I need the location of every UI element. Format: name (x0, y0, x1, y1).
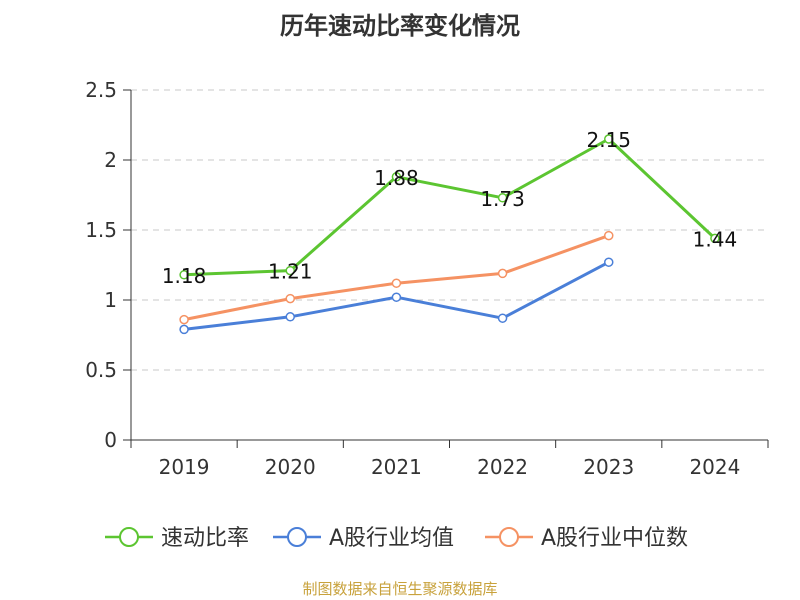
series-1-point (285, 312, 295, 322)
axes: 0 0.5 1 1.5 2 2.5 2019 2020 2021 2022 2023 2024 (85, 78, 769, 479)
legend-label: A股行业均值 (329, 526, 454, 551)
y-tick-label: 0.5 (85, 358, 117, 382)
y-tick-label: 1 (104, 288, 117, 312)
data-labels: 1.18 1.21 1.88 1.73 2.15 1.44 (162, 128, 737, 288)
legend-item-1[interactable]: A股行业均值 (273, 526, 454, 551)
source-note: 制图数据来自恒生聚源数据库 (302, 580, 498, 598)
x-tick-label: 2019 (159, 455, 210, 479)
chart-title: 历年速动比率变化情况 (280, 12, 520, 40)
legend-marker-icon (287, 527, 307, 547)
series-0-point (391, 172, 402, 182)
series-0-point (497, 193, 508, 203)
series-0-point (179, 270, 189, 280)
legend-item-0[interactable]: 速动比率 (105, 526, 249, 551)
y-tick-label: 2.5 (85, 78, 117, 102)
series-0-point (604, 134, 614, 144)
data-label: 1.18 (162, 264, 207, 288)
x-tick-label: 2024 (689, 455, 740, 479)
data-label: 1.73 (480, 187, 525, 211)
data-label: 1.21 (268, 260, 313, 284)
legend-item-2[interactable]: A股行业中位数 (485, 526, 688, 551)
data-label: 1.44 (693, 227, 738, 251)
legend-label: 速动比率 (161, 526, 249, 551)
series-2-point (285, 293, 295, 304)
series-lines (179, 134, 720, 335)
legend-marker-icon (119, 527, 139, 547)
x-tick-label: 2023 (583, 455, 634, 479)
series-1-point (604, 257, 614, 267)
y-tick-label: 1.5 (85, 218, 117, 242)
x-tick-label: 2022 (477, 455, 528, 479)
series-1-point (391, 292, 402, 302)
data-label: 2.15 (586, 128, 631, 152)
series-2-point (391, 278, 402, 288)
series-2-point (604, 230, 614, 241)
series-1-point (497, 313, 508, 323)
series-1-point (179, 324, 189, 335)
series-0-point (710, 233, 720, 244)
gridlines (131, 89, 768, 371)
series-line-0 (184, 137, 716, 277)
series-0-point (285, 265, 295, 276)
data-label: 1.88 (374, 166, 419, 190)
x-tick-label: 2020 (265, 455, 316, 479)
legend: 速动比率 A股行业均值 A股行业中位数 (105, 526, 688, 551)
legend-label: A股行业中位数 (541, 526, 688, 551)
series-line-2 (183, 234, 610, 322)
x-tick-label: 2021 (371, 455, 422, 479)
y-tick-label: 0 (104, 428, 117, 452)
series-2-point (497, 268, 508, 279)
legend-marker-icon (499, 527, 519, 547)
y-tick-label: 2 (104, 148, 117, 172)
series-2-point (179, 314, 189, 325)
